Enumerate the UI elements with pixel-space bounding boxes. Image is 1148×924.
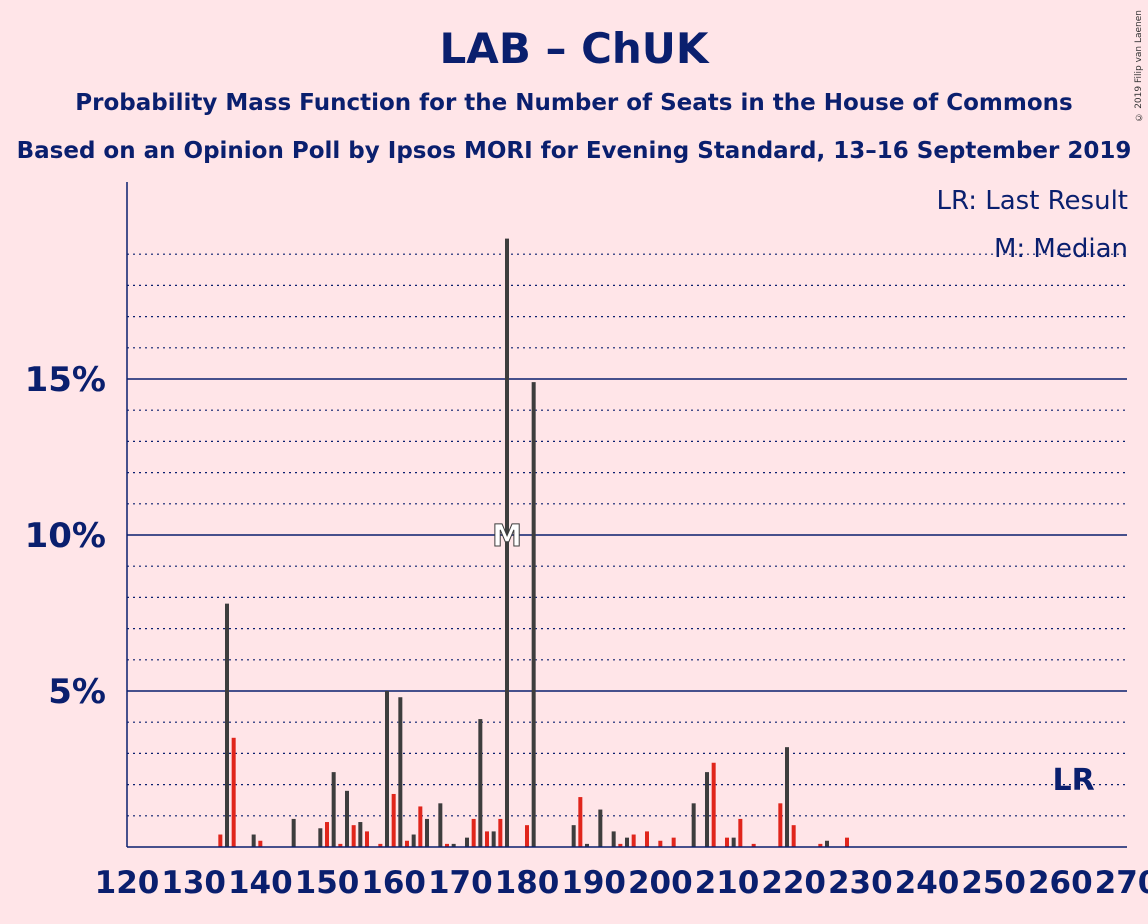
x-tick-label-270: 270 [1095,865,1148,901]
bar-seat-145 [291,818,296,847]
bar-seat-139 [251,834,256,847]
x-tick-label-250: 250 [961,865,1026,901]
bar-seat-219 [785,747,789,847]
bar-seat-191 [598,809,603,847]
bar-seat-161 [398,697,403,847]
bar-seat-211 [731,837,736,847]
bar-seat-202 [671,837,676,847]
bar-seat-176 [498,818,503,847]
bar-seat-165 [425,818,429,847]
bar-seat-136 [231,737,236,847]
x-tick-label-180: 180 [495,865,560,901]
bar-seat-218 [778,803,783,847]
bar-seat-225 [825,840,829,847]
last-result-marker: LR [1053,763,1095,798]
bar-seat-153 [345,790,349,847]
bar-seat-208 [711,762,716,847]
bar-seat-159 [385,691,389,847]
axes [126,182,1127,848]
bar-seat-220 [791,825,796,847]
x-tick-label-260: 260 [1028,865,1093,901]
y-tick-label-10: 10% [25,516,106,556]
bar-seat-155 [358,822,363,847]
bar-seat-149 [318,828,323,847]
legend-last-result: LR: Last Result [936,186,1128,216]
bar-seat-228 [845,837,849,847]
bar-seat-140 [258,840,263,847]
bar-seat-214 [751,843,756,847]
chart-source-line: Based on an Opinion Poll by Ipsos MORI f… [16,138,1132,164]
bar-seat-163 [411,834,416,847]
bar-seat-205 [691,803,696,847]
markers: LR M [492,519,1095,799]
bar-seat-164 [418,806,423,847]
bar-seat-151 [331,772,336,847]
x-tick-label-160: 160 [361,865,426,901]
bar-seat-156 [365,831,369,847]
bar-seat-174 [485,831,489,847]
bar-seat-167 [438,803,443,847]
x-tick-label-230: 230 [828,865,893,901]
chart-subtitle: Probability Mass Function for the Number… [75,90,1073,116]
median-marker: M [492,519,522,554]
x-tick-label-210: 210 [695,865,760,901]
bar-seat-169 [451,843,456,847]
bar-seat-196 [631,834,636,847]
bar-seat-194 [618,843,623,847]
y-tick-labels: 5% 10% 15% [25,360,106,712]
bar-seat-188 [578,797,583,847]
bar-seat-180 [525,825,529,847]
x-tick-label-220: 220 [761,865,826,901]
bar-seat-168 [445,843,449,847]
bar-seat-212 [738,818,743,847]
bar-seat-207 [705,772,709,847]
bar-seat-181 [531,382,536,847]
bar-seat-172 [471,818,476,847]
bar-seat-200 [658,840,663,847]
x-tick-label-130: 130 [161,865,226,901]
x-tick-label-150: 150 [295,865,360,901]
bar-seat-195 [625,837,629,847]
bar-seat-224 [818,843,823,847]
bar-seat-154 [351,825,356,847]
x-tick-label-190: 190 [561,865,626,901]
bar-seat-171 [465,837,469,847]
x-tick-label-140: 140 [228,865,293,901]
x-tick-label-200: 200 [628,865,693,901]
y-tick-label-15: 15% [25,360,106,400]
bar-seat-160 [391,793,396,847]
bar-seat-189 [585,843,589,847]
bar-seat-162 [405,840,409,847]
bar-seat-210 [725,837,729,847]
x-tick-label-240: 240 [895,865,960,901]
bar-seat-158 [378,843,383,847]
bar-seat-193 [611,831,616,847]
gridlines [127,253,1127,817]
bar-seat-198 [645,831,649,847]
x-tick-label-170: 170 [428,865,493,901]
bar-seat-134 [218,834,223,847]
x-tick-labels: 120 130 140 150 160 170 180 190 200 210 220 230 240 2… [95,865,1148,901]
bar-seat-177 [505,238,509,848]
bar-seat-173 [478,719,483,847]
bars [218,238,849,848]
bar-seat-135 [225,603,229,847]
bar-seat-175 [491,831,496,847]
x-tick-label-120: 120 [95,865,160,901]
y-tick-label-5: 5% [48,672,106,712]
bar-seat-187 [571,825,576,847]
bar-seat-152 [338,843,343,847]
legend-median: M: Median [994,234,1128,264]
chart-title: LAB – ChUK [439,24,709,73]
bar-seat-150 [325,822,329,847]
